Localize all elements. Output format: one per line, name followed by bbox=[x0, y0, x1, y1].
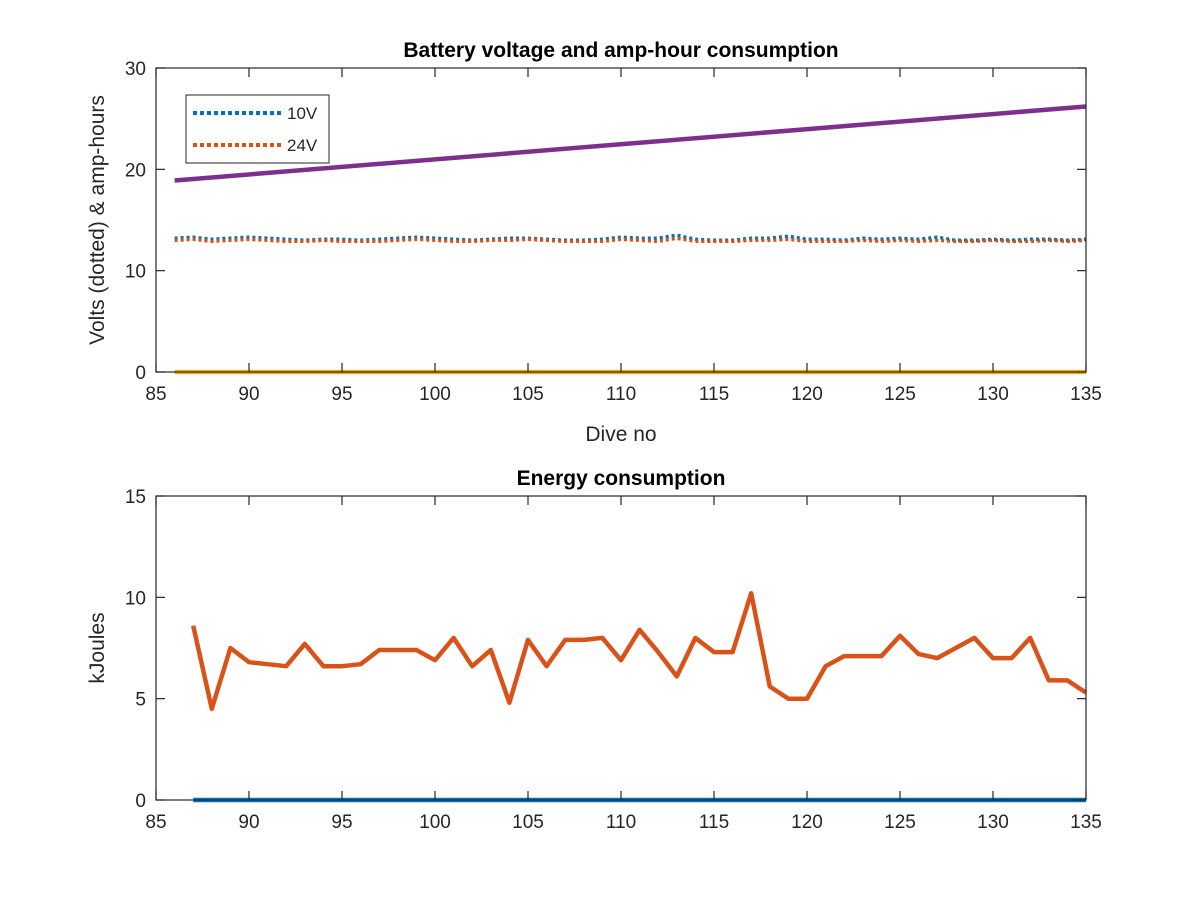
voltage-chart-y-tick-label: 10 bbox=[125, 262, 146, 283]
energy-chart-series-1-line bbox=[191, 591, 1088, 712]
energy-chart-title: Energy consumption bbox=[517, 467, 726, 490]
energy-chart-x-tick-label: 100 bbox=[419, 812, 451, 833]
voltage-chart-y-axis-label: Volts (dotted) & amp-hours bbox=[86, 95, 109, 345]
energy-chart-ticks: 85 90 95 100 105 110 115 120 125 130 135 0 5 10 15 bbox=[125, 487, 1102, 833]
voltage-chart-x-tick-label: 135 bbox=[1070, 384, 1102, 405]
energy-chart-x-tick-label: 125 bbox=[884, 812, 916, 833]
voltage-chart-series-3-line bbox=[174, 104, 1087, 183]
voltage-chart-y-tick-label: 30 bbox=[125, 59, 146, 80]
energy-chart-x-tick-label: 110 bbox=[606, 812, 636, 833]
energy-chart-y-axis-label: kJoules bbox=[86, 612, 109, 683]
voltage-chart-series-1-line bbox=[174, 236, 1087, 244]
voltage-chart-x-tick-label: 110 bbox=[606, 384, 636, 405]
voltage-chart-x-tick-label: 105 bbox=[512, 384, 544, 405]
voltage-chart-x-axis-label: Dive no bbox=[585, 423, 656, 446]
energy-chart-x-tick-label: 115 bbox=[699, 812, 729, 833]
voltage-chart-x-tick-label: 115 bbox=[699, 384, 729, 405]
energy-chart-x-tick-label: 130 bbox=[977, 812, 1009, 833]
voltage-chart-x-tick-label: 85 bbox=[145, 384, 166, 405]
legend-box bbox=[185, 94, 330, 164]
energy-chart-y-tick-label: 10 bbox=[125, 588, 146, 609]
energy-chart-x-tick-label: 135 bbox=[1070, 812, 1102, 833]
energy-chart-x-tick-label: 95 bbox=[331, 812, 352, 833]
voltage-chart-ticks: 85 90 95 100 105 110 115 120 125 130 135 0 10 20 30 bbox=[125, 59, 1102, 405]
energy-chart-y-tick-label: 0 bbox=[135, 791, 146, 812]
voltage-chart-x-tick-label: 95 bbox=[331, 384, 352, 405]
energy-chart: 85 90 95 100 105 110 115 120 125 130 135 0 5 10 15 Ene… bbox=[86, 467, 1102, 833]
energy-chart-x-tick-label: 105 bbox=[512, 812, 544, 833]
voltage-chart-title: Battery voltage and amp-hour consumption bbox=[403, 39, 838, 62]
voltage-chart-x-tick-label: 100 bbox=[419, 384, 451, 405]
voltage-chart: 85 90 95 100 105 110 115 120 125 130 135 0 10 20 30 Ba… bbox=[86, 39, 1102, 446]
energy-chart-y-tick-label: 5 bbox=[135, 690, 146, 711]
voltage-chart-y-tick-label: 0 bbox=[135, 363, 146, 384]
legend: 10V 24V bbox=[185, 94, 330, 164]
energy-chart-x-tick-label: 90 bbox=[238, 812, 259, 833]
energy-chart-x-tick-label: 120 bbox=[791, 812, 823, 833]
energy-chart-x-tick-label: 85 bbox=[145, 812, 166, 833]
voltage-chart-x-tick-label: 120 bbox=[791, 384, 823, 405]
voltage-chart-x-tick-label: 90 bbox=[238, 384, 259, 405]
legend-label-24v: 24V bbox=[287, 136, 318, 155]
legend-label-10v: 10V bbox=[287, 104, 318, 123]
voltage-chart-x-tick-label: 125 bbox=[884, 384, 916, 405]
energy-chart-y-tick-label: 15 bbox=[125, 487, 146, 508]
voltage-chart-x-tick-label: 130 bbox=[977, 384, 1009, 405]
voltage-chart-y-tick-label: 20 bbox=[125, 160, 146, 181]
